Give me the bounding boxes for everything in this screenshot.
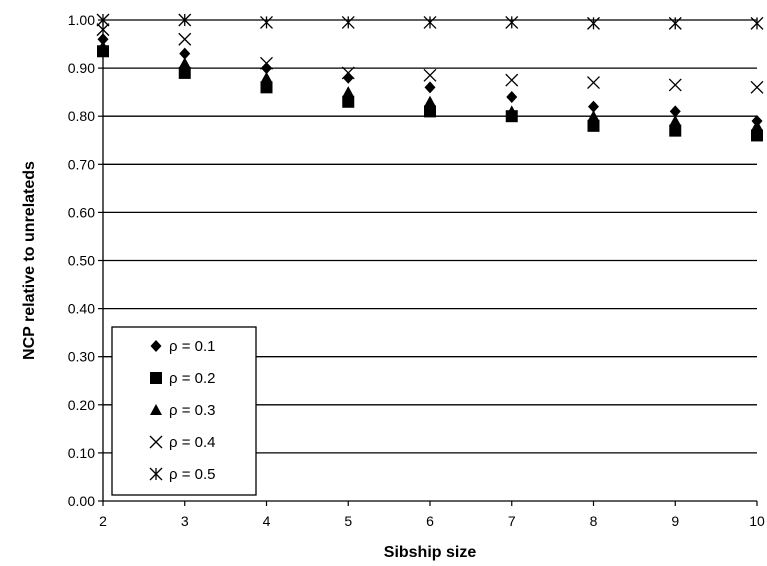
point-series-4-x2: [96, 23, 110, 37]
legend-label-4: ρ = 0.4: [169, 434, 215, 451]
point-series-1-x5: [342, 71, 354, 84]
y-tick-label: 0.60: [68, 204, 95, 220]
point-series-3-x8: [587, 110, 600, 122]
point-series-3-x9: [669, 115, 682, 127]
axes: [98, 19, 758, 506]
x-axis-title: Sibship size: [384, 544, 477, 561]
legend-marker-1: [150, 340, 162, 352]
legend-box: [111, 326, 257, 496]
point-series-5-x4: [260, 15, 273, 29]
x-tick-label: 4: [263, 513, 271, 529]
point-series-5-x10: [750, 16, 764, 30]
point-series-1-x6: [424, 81, 436, 94]
y-tick-label: 0.70: [68, 156, 95, 172]
point-series-5-x2: [96, 13, 110, 27]
legend-label-5: ρ = 0.5: [169, 466, 215, 483]
point-series-2-x3: [178, 66, 191, 79]
x-tick-label: 3: [181, 513, 189, 529]
point-series-3-x10: [751, 119, 763, 131]
y-tick-label: 0.30: [68, 349, 95, 365]
point-series-4-x6: [423, 68, 437, 82]
tick-labels: 0.00 0.10 0.20 0.30 0.40 0.50 0.60 0.70 0.80 0.90…: [68, 12, 765, 529]
point-series-5-x3: [178, 13, 192, 27]
point-series-5-x5: [341, 15, 355, 29]
legend-label-1: ρ = 0.1: [169, 338, 215, 355]
point-series-1-x7: [506, 90, 518, 103]
legend-marker-4: [149, 435, 163, 449]
x-tick-label: 8: [590, 513, 598, 529]
point-series-5-x7: [505, 15, 519, 29]
y-tick-label: 0.00: [68, 493, 95, 509]
y-tick-label: 0.50: [68, 253, 95, 269]
legend-marker-2: [150, 372, 162, 384]
legend: ρ = 0.1 ρ = 0.2 ρ = 0.3 ρ = 0.4 ρ = 0.5: [111, 326, 257, 496]
x-tick-label: 10: [749, 513, 765, 529]
x-tick-label: 6: [426, 513, 434, 529]
point-series-2-x9: [669, 124, 682, 137]
point-series-4-x9: [668, 78, 682, 92]
point-series-3-x4: [260, 71, 273, 83]
point-series-1-x4: [261, 62, 272, 75]
point-series-3-x3: [178, 57, 191, 69]
data-points: [96, 13, 764, 142]
x-tick-label: 9: [671, 513, 679, 529]
point-series-3-x2: [97, 40, 109, 52]
y-axis-title: NCP relative to unrelateds: [21, 161, 38, 360]
point-series-1-x8: [588, 100, 599, 113]
legend-marker-5: [149, 467, 163, 481]
point-series-3-x5: [342, 86, 355, 98]
point-series-2-x10: [751, 129, 763, 142]
point-series-3-x6: [424, 95, 436, 107]
y-tick-label: 0.90: [68, 60, 95, 76]
point-series-1-x3: [179, 47, 191, 60]
point-series-3-x7: [505, 105, 518, 117]
x-tick-label: 7: [508, 513, 516, 529]
legend-label-3: ρ = 0.3: [169, 402, 215, 419]
legend-label-2: ρ = 0.2: [169, 370, 215, 387]
point-series-4-x10: [750, 80, 764, 94]
point-series-4-x4: [260, 56, 273, 70]
point-series-5-x9: [668, 16, 682, 30]
point-series-2-x5: [342, 95, 355, 108]
legend-marker-3: [150, 404, 162, 415]
point-series-2-x4: [260, 81, 273, 94]
point-series-4-x7: [505, 73, 519, 87]
point-series-1-x9: [669, 105, 681, 118]
point-series-2-x8: [587, 119, 600, 132]
y-tick-label: 0.20: [68, 397, 95, 413]
x-tick-label: 2: [99, 513, 107, 529]
point-series-4-x5: [341, 66, 355, 80]
point-series-4-x3: [178, 32, 192, 46]
point-series-5-x6: [423, 15, 437, 29]
point-series-5-x8: [587, 16, 600, 30]
point-series-4-x8: [587, 76, 600, 89]
y-tick-label: 0.80: [68, 108, 95, 124]
y-tick-label: 0.40: [68, 301, 95, 317]
y-tick-label: 0.10: [68, 445, 95, 461]
x-tick-label: 5: [344, 513, 352, 529]
point-series-1-x2: [97, 33, 109, 46]
point-series-2-x6: [424, 105, 436, 118]
y-tick-label: 1.00: [68, 12, 95, 28]
